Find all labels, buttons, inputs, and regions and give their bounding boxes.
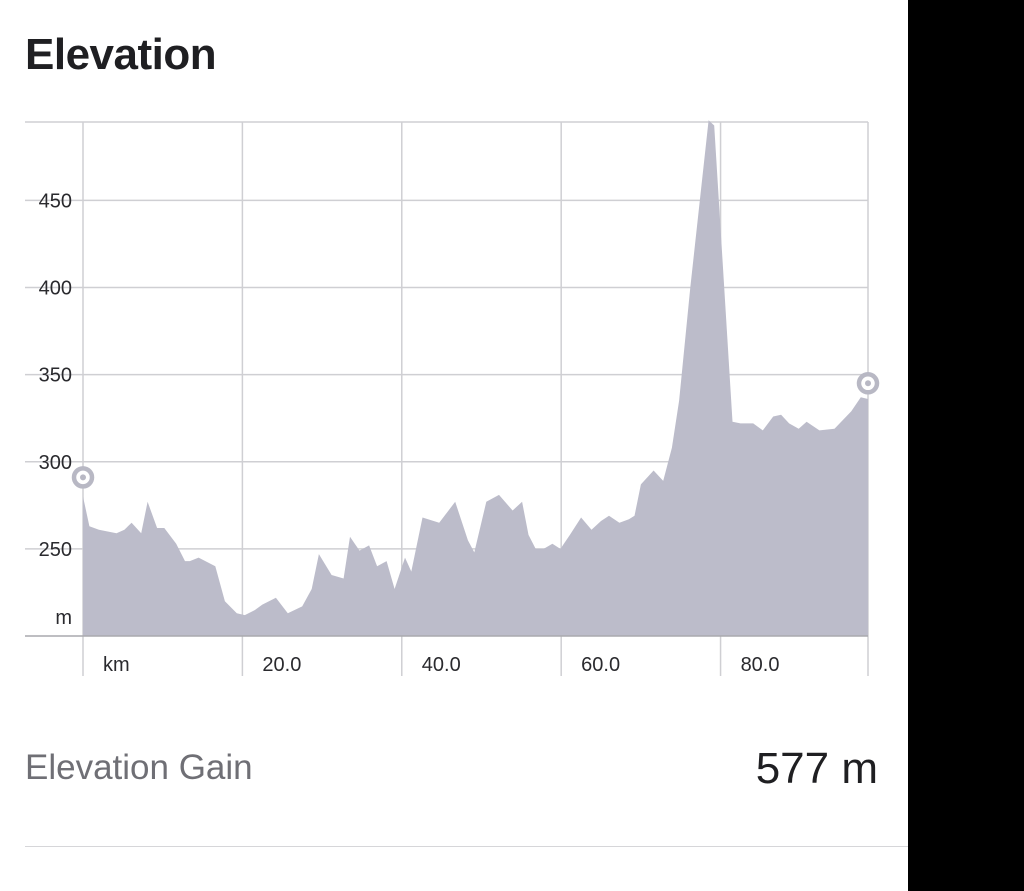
x-tick-label: 80.0: [741, 654, 780, 676]
range-start-handle-dot: [80, 474, 86, 481]
elevation-gain-label: Elevation Gain: [25, 748, 253, 787]
x-unit-label: km: [103, 654, 130, 676]
elevation-chart: 250 300 350 400 450 m km 20.0 40.0 60.0 80.0: [25, 120, 880, 676]
chart-labels: 250 300 350 400 450 m km 20.0 40.0 60.0 80.0: [39, 190, 780, 676]
elevation-panel: Elevation 250 300 350 400 450 m km 20.0 40.0 60.0…: [0, 0, 908, 891]
y-tick-label: 400: [39, 278, 72, 300]
chart-area-layer: [83, 120, 868, 637]
divider: [25, 846, 908, 847]
elevation-gain-value: 577 m: [755, 744, 878, 793]
range-end-handle-dot: [865, 380, 871, 387]
y-tick-label: 350: [39, 365, 72, 387]
x-tick-label: 40.0: [422, 654, 461, 676]
x-tick-label: 20.0: [262, 654, 301, 676]
elevation-area: [83, 120, 868, 637]
y-tick-label: 300: [39, 452, 72, 474]
y-tick-label: 250: [39, 539, 72, 561]
page-title: Elevation: [25, 30, 217, 79]
x-tick-label: 60.0: [581, 654, 620, 676]
chart-markers[interactable]: [71, 372, 880, 489]
y-unit-label: m: [55, 607, 72, 629]
y-tick-label: 450: [39, 190, 72, 212]
